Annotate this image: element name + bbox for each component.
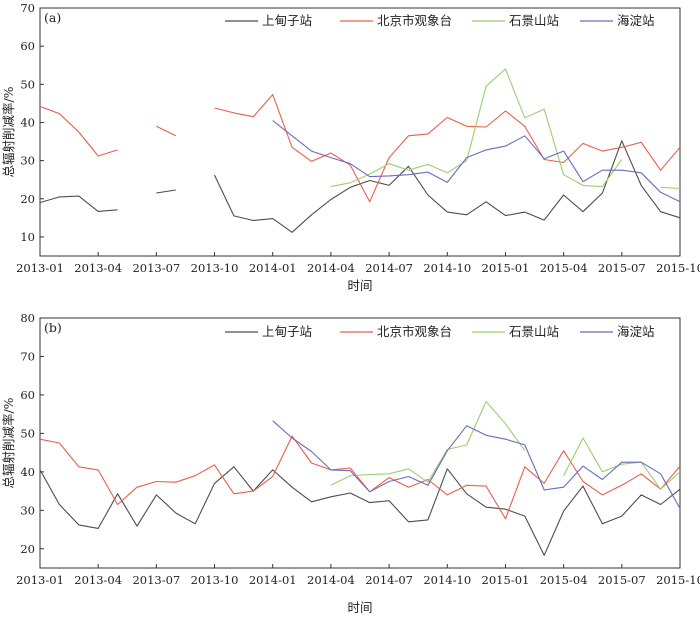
- x-tick-label: 2014-07: [365, 573, 413, 587]
- panel-b: 20 30 40 50 60 70 80 2013-01 2013-04 2013-07 2013-…: [1, 311, 700, 615]
- x-tick-label: 2013-01: [16, 261, 64, 275]
- y-tick-label: 40: [20, 115, 35, 129]
- y-tick-label: 40: [20, 465, 35, 479]
- series-2: [39, 94, 681, 203]
- y-tick-label: 50: [20, 426, 35, 440]
- series-line-segment: [39, 466, 681, 556]
- series-4: [272, 120, 681, 203]
- legend-label: 石景山站: [509, 324, 559, 339]
- x-axis-title: 时间: [347, 278, 372, 293]
- x-tick-label: 2015-01: [482, 573, 530, 587]
- x-tick-label: 2013-07: [132, 261, 180, 275]
- x-tick-label: 2014-07: [365, 261, 413, 275]
- y-tick-label: 70: [20, 1, 35, 15]
- x-tick-label: 2015-07: [598, 261, 646, 275]
- plot-frame: [39, 317, 681, 569]
- x-tick-label: 2014-01: [249, 261, 297, 275]
- legend-label: 海淀站: [617, 324, 655, 339]
- series-1: [39, 466, 681, 556]
- x-tick-label: 2015-01: [482, 261, 530, 275]
- series-line-segment: [660, 186, 681, 190]
- series-line-segment: [39, 195, 118, 212]
- legend-label: 上甸子站: [262, 324, 312, 339]
- panel-label: (b): [44, 320, 62, 335]
- x-axis-title: 时间: [347, 600, 372, 615]
- series-3: [330, 400, 681, 490]
- series-line-segment: [330, 400, 526, 486]
- x-tick-label: 2015-10: [656, 573, 700, 587]
- series-4: [272, 420, 681, 509]
- legend-label: 北京市观象台: [377, 324, 452, 339]
- x-tick-label: 2013-01: [16, 573, 64, 587]
- x-tick-label: 2014-10: [423, 573, 471, 587]
- y-axis-title: 总辐射削减率/%: [1, 86, 16, 177]
- series-line-segment: [156, 125, 177, 137]
- series-line-segment: [563, 437, 681, 490]
- x-tick-label: 2014-10: [423, 261, 471, 275]
- x-tick-label: 2014-04: [307, 573, 355, 587]
- x-tick-label: 2013-10: [191, 261, 239, 275]
- y-tick-label: 20: [20, 192, 35, 206]
- y-tick-label: 80: [20, 311, 35, 325]
- x-tick-label: 2014-04: [307, 261, 355, 275]
- x-tick-label: 2015-07: [598, 573, 646, 587]
- x-tick-label: 2013-04: [74, 573, 122, 587]
- y-axis-title: 总辐射削减率/%: [1, 397, 16, 488]
- series-line-segment: [330, 68, 623, 188]
- x-tick-label: 2015-04: [540, 573, 588, 587]
- x-tick-label: 2013-10: [191, 573, 239, 587]
- panel-a: 10 20 30 40 50 60 70 2013-01 2013-04 2013-07 2013-…: [1, 1, 700, 293]
- series-line-segment: [272, 420, 681, 509]
- series-3: [330, 68, 681, 190]
- series-line-segment: [39, 105, 118, 157]
- y-tick-label: 60: [20, 388, 35, 402]
- series-line-segment: [156, 189, 176, 194]
- x-tick-label: 2013-07: [132, 573, 180, 587]
- legend-label: 海淀站: [617, 13, 655, 28]
- series-1: [39, 140, 681, 233]
- y-tick-label: 30: [20, 503, 35, 517]
- panel-label: (a): [44, 10, 61, 25]
- series-line-segment: [214, 140, 681, 233]
- x-tick-label: 2013-04: [74, 261, 122, 275]
- series-line-segment: [214, 94, 681, 203]
- y-tick-label: 30: [20, 154, 35, 168]
- x-tick-label: 2014-01: [249, 573, 297, 587]
- y-tick-label: 60: [20, 39, 35, 53]
- legend-label: 北京市观象台: [377, 13, 452, 28]
- x-tick-label: 2015-04: [540, 261, 588, 275]
- plot-frame: [39, 7, 681, 257]
- series-line-segment: [272, 120, 681, 203]
- y-tick-label: 50: [20, 77, 35, 91]
- series-2: [39, 435, 681, 520]
- y-tick-label: 70: [20, 349, 35, 363]
- x-tick-label: 2015-10: [656, 261, 700, 275]
- y-tick-label: 20: [20, 542, 35, 556]
- legend-label: 石景山站: [509, 13, 559, 28]
- y-tick-label: 10: [20, 230, 35, 244]
- legend-label: 上甸子站: [262, 13, 312, 28]
- series-line-segment: [39, 435, 681, 520]
